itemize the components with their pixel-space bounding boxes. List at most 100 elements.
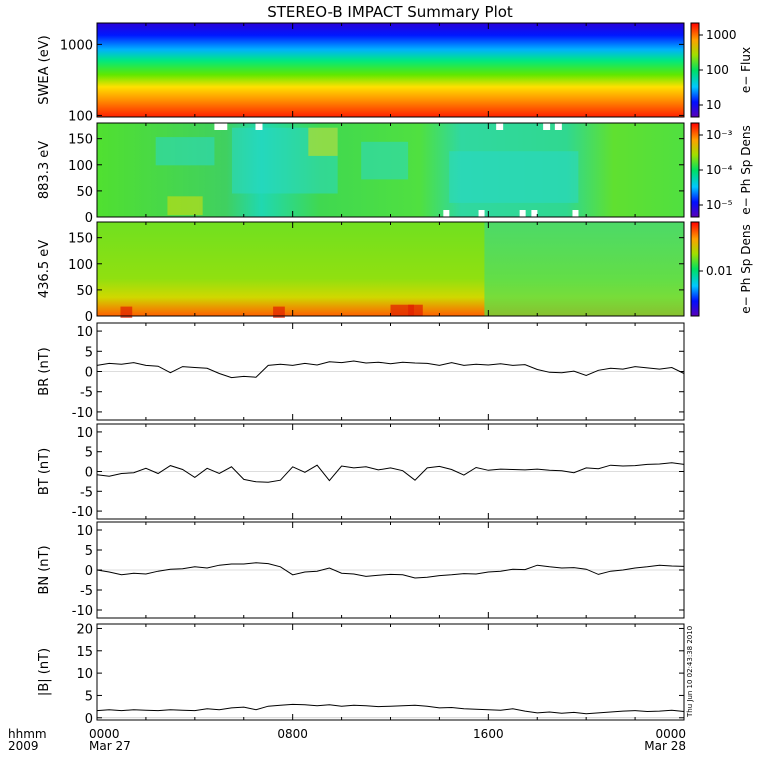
colorbar-tick-label: 10⁻⁴ (706, 163, 733, 177)
colorbar-tick-label: 10⁻³ (706, 128, 733, 142)
time-tick-date: Mar 27 (89, 739, 131, 753)
ytick-label: 5 (85, 446, 93, 461)
time-tick-label: 0000 (655, 727, 686, 741)
ytick-label: 10 (76, 325, 93, 340)
colorbar-strip (690, 22, 700, 118)
pad-883-cyan-patch (449, 151, 579, 203)
ytick-label: 0 (85, 310, 93, 325)
pad-436-red-patch (408, 304, 423, 316)
colorbar-label: e− Ph Sp Dens (739, 224, 753, 313)
trace-BR (96, 360, 685, 379)
ytick-label: 0 (85, 466, 93, 481)
ytick-label: 50 (76, 284, 93, 299)
panel-pad_883: 0 50 100 150 883.3 eV (37, 122, 685, 226)
ytick-label: -10 (72, 604, 93, 619)
pad-883-data-gap (443, 210, 450, 217)
trace-BT (96, 462, 685, 483)
pad-883-data-gap (531, 210, 538, 217)
ytick-label: -10 (72, 406, 93, 421)
colorbar-strip (690, 221, 700, 317)
pad-436-red-patch (273, 306, 285, 318)
ylabel-BT: BT (nT) (37, 448, 52, 495)
ytick-label: -5 (80, 584, 93, 599)
colorbar-tick-label: 1000 (706, 28, 737, 42)
pad-883-data-gap (478, 210, 485, 217)
panel-swea: 1000 100 SWEA (eV) (37, 22, 685, 124)
pad-436-late-region (484, 222, 684, 316)
pad-883-cyan-patch (155, 137, 215, 166)
pad-883-yellow-patch (167, 196, 203, 216)
ytick-label: -10 (72, 505, 93, 520)
ytick-label: -5 (80, 485, 93, 500)
ytick-label: 100 (68, 109, 93, 124)
timestamp: Thu Jun 10 02:43:38 2010 (686, 626, 694, 718)
panel-BN: -10 -5 0 5 10 BN (nT) (37, 521, 685, 619)
colorbar-tick-label: 10 (706, 98, 721, 112)
pad-883-data-gap (572, 210, 579, 217)
ytick-label: 0 (85, 564, 93, 579)
ylabel-pad_436: 436.5 eV (37, 240, 52, 298)
panel-pad_436: 0 50 100 150 436.5 eV (37, 221, 685, 325)
pad-883-data-gap (519, 210, 526, 217)
colorbar-tick-label: 0.01 (706, 264, 733, 278)
time-tick-date: Mar 28 (644, 739, 686, 753)
pad-883-data-gap (220, 123, 228, 130)
ytick-label: 1000 (60, 38, 93, 53)
pad-436-red-patch (390, 304, 414, 316)
pad-436-red-patch (120, 306, 133, 318)
ytick-label: 10 (76, 667, 93, 682)
ylabel-BR: BR (nT) (37, 347, 52, 395)
time-tick-label: 0000 (89, 727, 120, 741)
ytick-label: 150 (68, 232, 93, 247)
ytick-label: 100 (68, 159, 93, 174)
pad-883-data-gap (554, 123, 562, 130)
colorbar-2: 0.01 e− Ph Sp Dens (690, 221, 753, 317)
corner-label-year: 2009 (8, 739, 39, 753)
ytick-label: 15 (76, 645, 93, 660)
colorbar-0: 1000 100 10 e− Flux (690, 22, 753, 118)
ytick-label: 0 (85, 712, 93, 727)
swea-spectrogram (97, 23, 684, 117)
colorbar-tick-label: 10⁻⁵ (706, 198, 733, 212)
ytick-label: 50 (76, 185, 93, 200)
panel-Bmag: 0 5 10 15 20 |B| (nT) (37, 622, 685, 727)
pad-883-data-gap (255, 123, 263, 130)
ytick-label: 10 (76, 524, 93, 539)
pad-883-data-gap (214, 123, 222, 130)
pad-883-data-gap (496, 123, 504, 130)
panel-BT: -10 -5 0 5 10 BT (nT) (37, 423, 685, 520)
pad-883-data-gap (543, 123, 551, 130)
plot-title: STEREO-B IMPACT Summary Plot (267, 3, 513, 21)
ylabel-pad_883: 883.3 eV (37, 141, 52, 199)
ytick-label: 5 (85, 345, 93, 360)
panel-BR: -10 -5 0 5 10 BR (nT) (37, 322, 685, 421)
trace-BN (96, 562, 685, 579)
panel-frame (96, 623, 685, 721)
colorbar-label: e− Ph Sp Dens (739, 125, 753, 214)
ytick-label: 5 (85, 544, 93, 559)
ytick-label: 5 (85, 689, 93, 704)
ytick-label: 100 (68, 258, 93, 273)
ylabel-Bmag: |B| (nT) (37, 648, 52, 696)
ytick-label: 0 (85, 211, 93, 226)
ylabel-swea: SWEA (eV) (37, 35, 52, 104)
ylabel-BN: BN (nT) (37, 545, 52, 594)
trace-Bmag (96, 703, 685, 715)
time-tick-label: 0800 (277, 727, 308, 741)
ytick-label: 0 (85, 366, 93, 381)
pad-883-cyan-patch (361, 141, 409, 180)
colorbar-strip (690, 122, 700, 218)
time-tick-label: 1600 (473, 727, 504, 741)
pad-883-yellow-patch (308, 127, 338, 156)
ytick-label: 10 (76, 426, 93, 441)
colorbars: 1000 100 10 e− Flux 10⁻³ 10⁻⁴ 10⁻⁵ e− Ph Sp Den… (690, 22, 753, 317)
colorbar-tick-label: 100 (706, 63, 729, 77)
ytick-label: -5 (80, 386, 93, 401)
ytick-label: 150 (68, 133, 93, 148)
colorbar-1: 10⁻³ 10⁻⁴ 10⁻⁵ e− Ph Sp Dens (690, 122, 753, 218)
ytick-label: 20 (76, 622, 93, 637)
colorbar-label: e− Flux (739, 47, 753, 93)
corner-label-hhmm: hhmm (8, 727, 47, 741)
